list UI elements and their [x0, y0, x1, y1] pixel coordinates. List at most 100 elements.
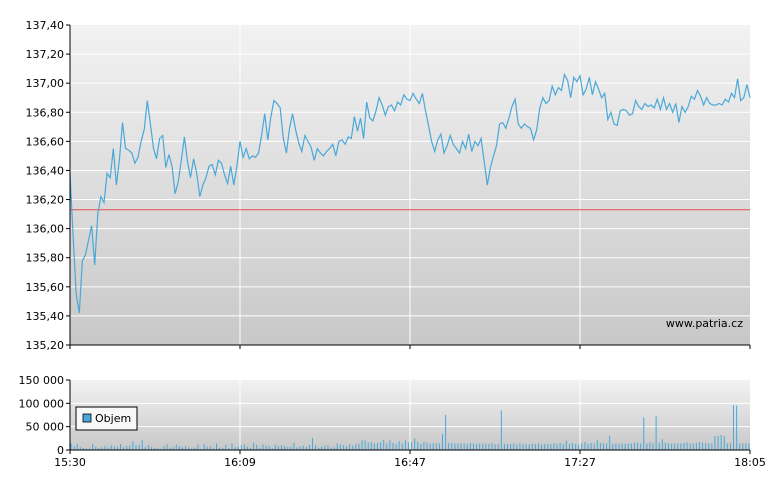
volume-bar [575, 443, 577, 450]
volume-bar [392, 443, 394, 450]
price-ytick-label: 137,20 [26, 48, 65, 61]
x-tick-label: 16:47 [394, 456, 426, 469]
volume-bar [222, 448, 224, 450]
volume-bar [488, 443, 490, 450]
volume-bar [163, 446, 165, 450]
volume-bar [565, 440, 567, 450]
volume-bar [584, 442, 586, 450]
volume-bar [739, 443, 741, 450]
legend-label: Objem [95, 412, 131, 425]
volume-bar [231, 443, 233, 450]
volume-bar [92, 443, 94, 450]
volume-bar [281, 445, 283, 450]
volume-bar [237, 446, 239, 450]
volume-bar [525, 444, 527, 450]
x-axis: 15:30 16:09 16:47 17:27 18:05 [54, 450, 766, 469]
price-series-line [69, 72, 751, 314]
volume-bar [572, 443, 574, 450]
volume-bar [435, 443, 437, 450]
price-ytick-label: 135,60 [26, 281, 65, 294]
volume-bar [602, 443, 604, 450]
volume-bar [612, 443, 614, 450]
volume-bar [203, 444, 205, 450]
volume-bar [714, 436, 716, 450]
volume-bar [448, 443, 450, 450]
volume-bar [671, 443, 673, 450]
volume-bar [426, 442, 428, 450]
volume-bar [336, 443, 338, 450]
volume-bar [144, 447, 146, 450]
volume-bar [649, 442, 651, 450]
volume-ytick-label: 0 [57, 444, 64, 457]
volume-bar [89, 448, 91, 450]
volume-bar [76, 443, 78, 450]
price-ytick-label: 137,40 [26, 19, 65, 32]
volume-ytick-label: 100 000 [19, 397, 65, 410]
volume-bar [705, 443, 707, 450]
volume-bar [733, 405, 735, 450]
watermark: www.patria.cz [666, 317, 743, 330]
legend-swatch [82, 413, 92, 423]
volume-bar [398, 441, 400, 450]
volume-bar [643, 417, 645, 450]
volume-bar [414, 438, 416, 450]
volume-bar [674, 443, 676, 450]
volume-bar [615, 443, 617, 450]
volume-bar [225, 444, 227, 450]
volume-bar [680, 443, 682, 450]
volume-bar [194, 447, 196, 450]
volume-bar [500, 410, 502, 450]
volume-bar [519, 443, 521, 450]
volume-bar [150, 447, 152, 450]
volume-bar [711, 443, 713, 450]
volume-bar [110, 445, 112, 450]
volume-bar [503, 443, 505, 450]
volume-bar [302, 445, 304, 450]
volume-bar [216, 443, 218, 450]
volume-bar [274, 444, 276, 450]
volume-bar [296, 447, 298, 450]
volume-ytick-label: 150 000 [19, 374, 65, 387]
price-panel: 135,20 135,40 135,60 135,80 136,00 136,20 136,… [26, 19, 751, 352]
volume-bar [308, 444, 310, 450]
volume-bar [457, 443, 459, 450]
x-tick-label: 16:09 [224, 456, 256, 469]
volume-bar [463, 443, 465, 450]
volume-bar [655, 415, 657, 450]
volume-bar [234, 447, 236, 450]
volume-bar [305, 446, 307, 450]
x-tick-label: 17:27 [564, 456, 596, 469]
volume-bar [717, 436, 719, 450]
volume-bar [318, 447, 320, 450]
volume-bar [70, 443, 72, 450]
volume-bar [135, 445, 137, 450]
volume-bar [113, 446, 115, 450]
volume-bar [646, 443, 648, 450]
volume-bar [442, 434, 444, 450]
volume-bar [640, 443, 642, 450]
volume-bar [107, 447, 109, 450]
volume-bar [271, 448, 273, 450]
price-ytick-label: 137,00 [26, 77, 65, 90]
volume-bar [311, 437, 313, 450]
volume-bar [246, 446, 248, 450]
volume-bar [668, 443, 670, 450]
volume-bar [240, 445, 242, 450]
volume-bar [510, 443, 512, 450]
volume-bar [698, 442, 700, 450]
volume-bar [726, 443, 728, 450]
price-ytick-label: 136,80 [26, 106, 65, 119]
volume-bar [181, 447, 183, 450]
volume-bar [537, 443, 539, 450]
volume-bar [708, 443, 710, 450]
volume-bar [73, 446, 75, 450]
price-ytick-label: 135,20 [26, 339, 65, 352]
volume-bar [562, 443, 564, 450]
price-ytick-label: 136,00 [26, 223, 65, 236]
volume-bar [609, 435, 611, 450]
volume-bar [472, 443, 474, 450]
volume-bar [695, 443, 697, 450]
volume-bar [633, 443, 635, 450]
volume-bar [683, 443, 685, 450]
volume-bar [339, 444, 341, 450]
